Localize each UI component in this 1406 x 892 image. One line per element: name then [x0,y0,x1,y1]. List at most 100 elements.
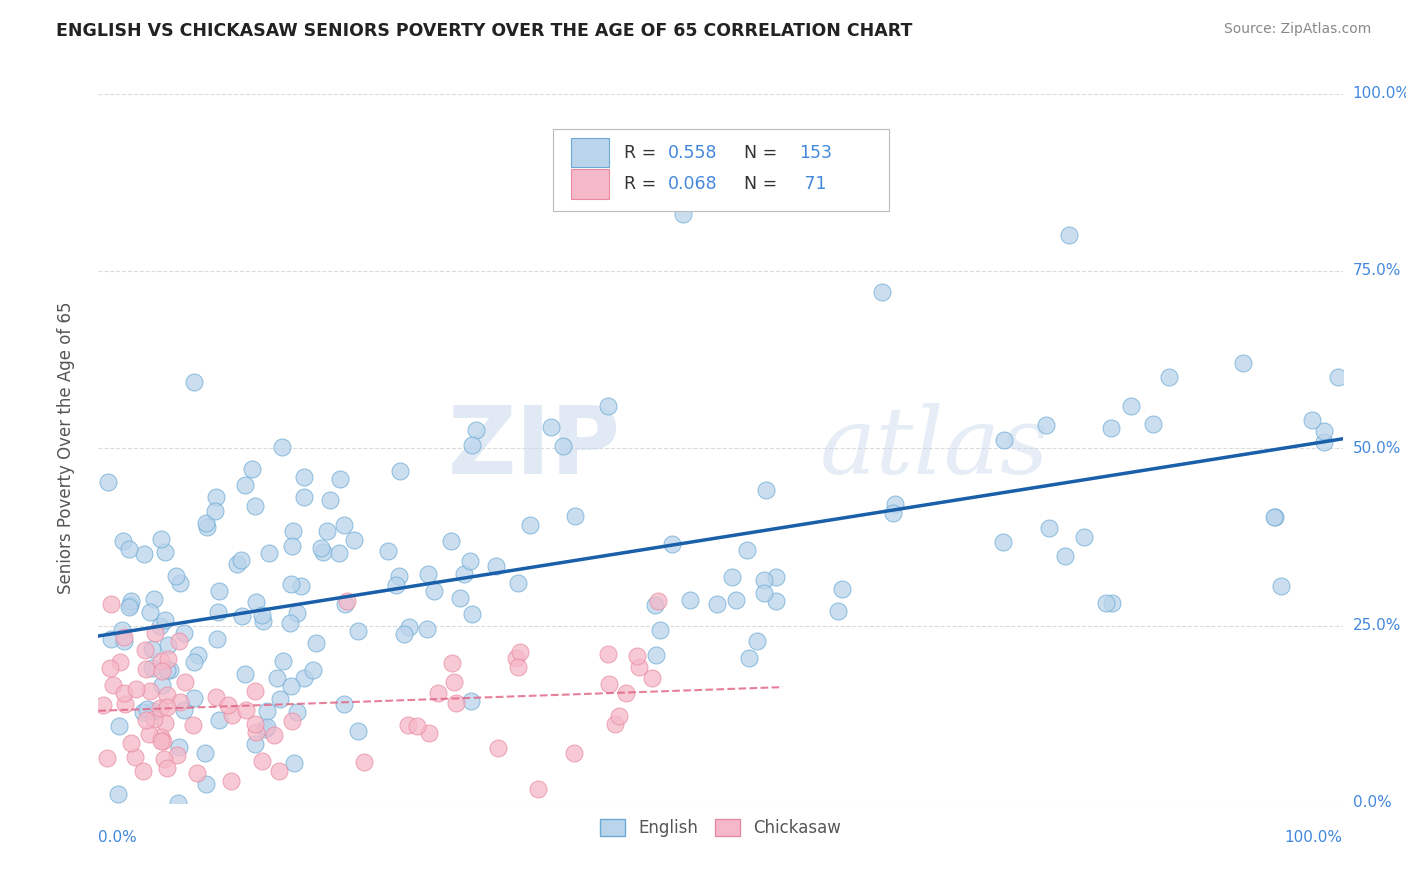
Point [135,713,157,727]
Point [245,725,267,739]
Point [217,698,239,712]
Point [155,613,177,627]
Point [283,756,305,771]
Point [142,704,165,718]
Point [205,490,228,504]
Point [678,592,700,607]
Point [100,660,122,674]
Text: N =: N = [733,144,783,161]
Point [319,492,342,507]
Point [598,399,620,413]
Point [149,701,172,715]
Point [827,604,849,618]
Point [388,464,411,478]
Point [149,533,172,547]
Point [252,614,274,628]
Point [1121,399,1143,413]
Point [505,651,527,665]
Point [661,537,683,551]
Text: 100.0%: 100.0% [1353,87,1406,101]
Point [596,647,619,661]
Point [1057,228,1080,243]
Point [285,606,308,620]
Point [745,633,768,648]
Point [169,634,191,648]
Point [1327,370,1350,384]
Point [174,674,197,689]
Point [628,660,651,674]
Point [120,594,142,608]
Point [271,654,294,668]
Bar [571,169,609,199]
Point [292,490,315,504]
Point [240,462,263,476]
Point [183,655,205,669]
Point [882,506,904,520]
Point [449,591,471,605]
Point [243,716,266,731]
Point [416,623,439,637]
Point [1095,596,1118,610]
Point [398,620,420,634]
Point [765,594,787,608]
Point [166,748,188,763]
Point [328,546,350,560]
Point [207,605,229,619]
Point [250,754,273,768]
Point [752,573,775,587]
Point [139,684,162,698]
Point [333,597,356,611]
Point [207,632,229,646]
Point [243,684,266,698]
Point [219,774,242,789]
Point [100,632,122,646]
Point [1301,413,1323,427]
Point [183,375,205,389]
Point [645,648,668,662]
Point [195,777,218,791]
Text: 0.068: 0.068 [668,175,718,193]
Point [153,715,176,730]
Point [118,600,141,615]
Text: R =: R = [623,175,661,193]
Text: R =: R = [623,144,661,161]
Point [135,662,157,676]
Point [101,678,124,692]
Point [124,682,146,697]
Point [706,597,728,611]
Point [110,623,132,637]
Point [256,720,278,734]
Point [765,570,787,584]
Point [183,690,205,705]
Point [132,764,155,779]
Point [540,419,562,434]
Text: atlas: atlas [820,403,1050,493]
Point [1142,417,1164,431]
Point [132,547,155,561]
Point [315,524,337,538]
Point [135,702,157,716]
Text: 100.0%: 100.0% [1285,830,1343,845]
Point [755,483,778,497]
Point [270,440,292,454]
Point [149,654,172,668]
Point [672,207,695,221]
Point [169,740,191,755]
Point [112,686,135,700]
Point [208,584,231,599]
Point [1270,579,1292,593]
Point [114,697,136,711]
Text: N =: N = [733,175,783,193]
Point [309,541,332,556]
Point [329,472,352,486]
Point [418,726,440,740]
Point [156,663,179,677]
Point [486,741,509,756]
Point [120,736,142,750]
Point [245,595,267,609]
Point [112,533,135,548]
Point [333,698,356,712]
Point [1264,510,1286,524]
Point [737,543,759,558]
Point [141,641,163,656]
